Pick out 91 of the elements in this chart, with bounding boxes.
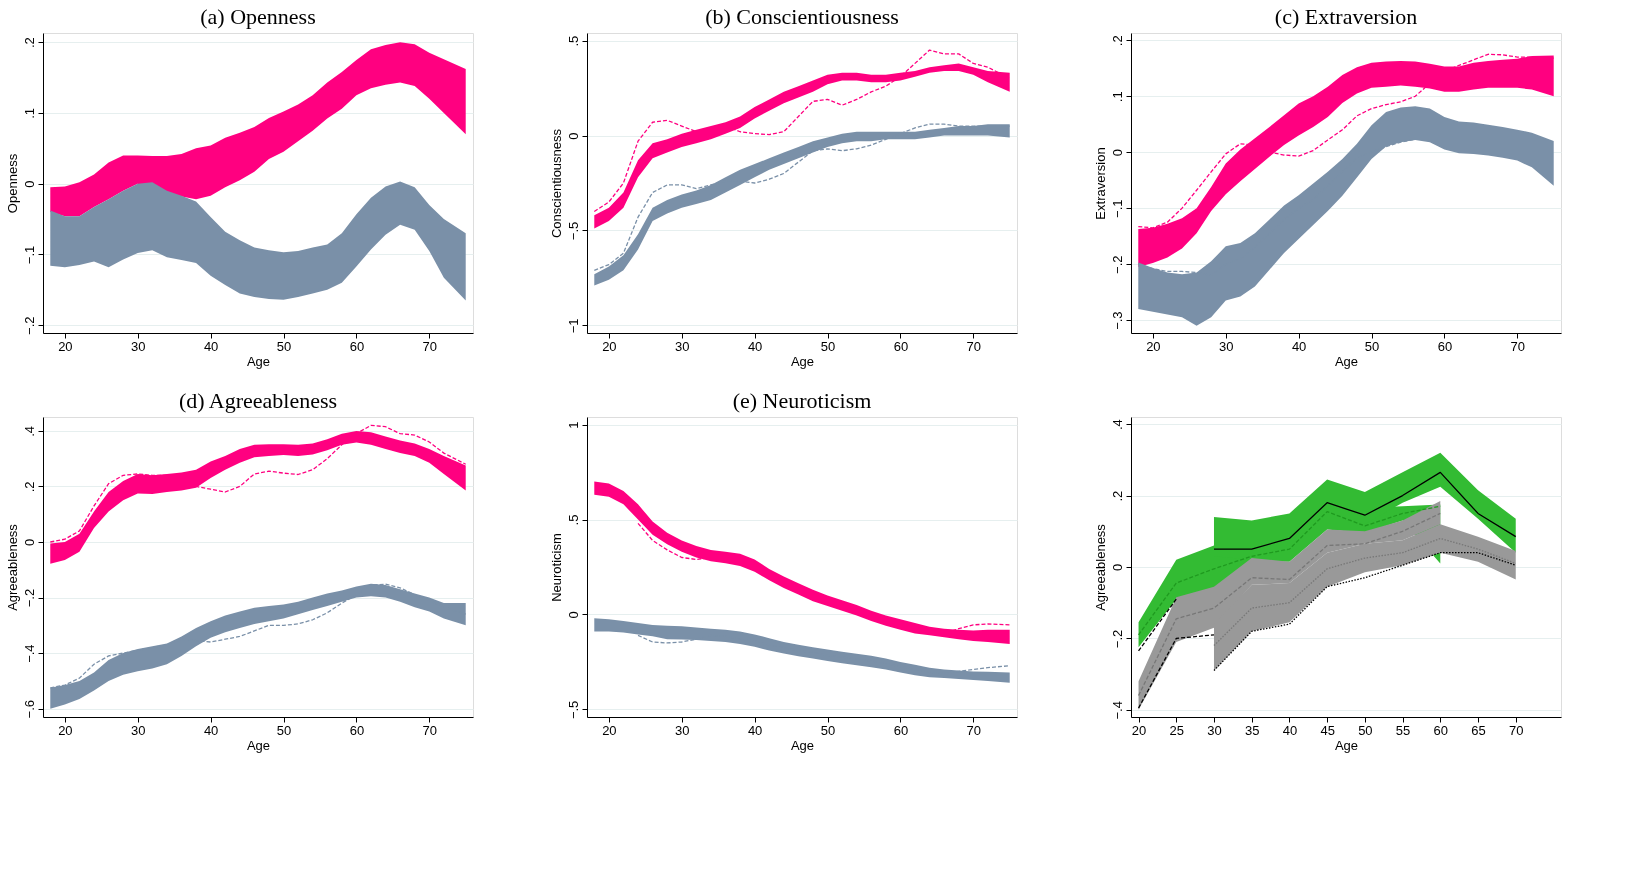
x-tick-label: 60 [893,338,909,354]
y-tick-label: −.4 [1109,701,1125,720]
line-series [1213,537,1517,647]
y-tick-label: .2 [21,481,37,493]
x-tick-label: 40 [203,338,219,354]
y-tick-label: 0 [21,538,37,547]
y-tick-label: −.2 [1109,255,1125,274]
y-tick-label: −.6 [21,699,37,719]
x-axis-title: Age [246,353,271,369]
x-tick-label: 30 [131,338,146,354]
y-tick-label: .4 [21,425,37,437]
chart-title: (d) Agreeableness [178,388,338,413]
x-axis-title: Age [790,737,815,753]
chart-title: (b) Conscientiousness [705,4,899,29]
x-tick-label: 50 [276,722,292,738]
y-tick-label: −.5 [565,221,581,241]
y-axis-title: Agreeableness [4,523,20,611]
x-axis-title: Age [246,737,271,753]
x-tick-label: 70 [1510,338,1526,354]
x-tick-label: 70 [966,338,982,354]
x-axis-title: Age [1334,737,1359,753]
x-tick-label: 40 [1291,338,1307,354]
x-tick-label: 50 [820,722,836,738]
y-tick-label: .4 [1109,419,1125,431]
line-series [1213,471,1517,550]
chart-title: (a) Openness [200,4,316,29]
x-tick-label: 70 [1509,722,1524,738]
x-tick-label: 40 [1282,722,1298,738]
y-axis-title: Conscientiousness [548,128,564,239]
x-tick-label: 30 [1219,338,1234,354]
y-axis-title: Extraversion [1092,147,1108,220]
y-tick-label: −.3 [1109,311,1125,330]
chart-title: (c) Extraversion [1274,4,1418,29]
x-tick-label: 20 [602,722,617,738]
y-tick-label: .2 [1109,35,1125,47]
line-series [1213,552,1517,672]
y-tick-label: −.1 [21,245,37,265]
y-tick-label: 0 [565,611,581,619]
y-tick-label: .5 [565,514,581,526]
y-tick-label: −.5 [565,700,581,720]
y-tick-label: −.2 [1109,629,1125,649]
y-tick-label: −.2 [21,316,37,335]
x-tick-label: 50 [1358,722,1373,738]
y-tick-label: .1 [21,108,37,119]
y-tick-label: −.2 [21,588,37,608]
x-tick-label: 20 [602,338,617,354]
x-tick-label: 65 [1471,722,1486,738]
x-axis-title: Age [790,353,815,369]
x-tick-label: 60 [349,338,365,354]
x-axis-title: Age [1334,353,1359,369]
y-tick-label: 0 [1109,149,1125,157]
y-tick-label: −.4 [21,644,37,663]
y-tick-label: −1 [565,318,581,334]
y-axis-title: Openness [4,153,20,214]
y-tick-label: .2 [1109,490,1125,502]
chart-title: (e) Neuroticism [732,388,872,413]
x-tick-label: 35 [1244,722,1260,738]
x-tick-label: 60 [1437,338,1453,354]
y-axis-title: Neuroticism [548,533,564,602]
x-tick-label: 70 [422,338,438,354]
x-tick-label: 60 [1433,722,1449,738]
y-tick-label: 0 [1109,563,1125,572]
y-tick-label: 1 [565,421,581,429]
x-tick-label: 50 [276,338,292,354]
y-tick-label: .1 [1109,91,1125,103]
y-tick-label: .2 [21,37,37,49]
x-tick-label: 20 [58,338,73,354]
y-tick-label: −.1 [1109,199,1125,218]
x-tick-label: 30 [131,722,146,738]
x-tick-label: 20 [58,722,73,738]
x-tick-label: 70 [966,722,982,738]
x-tick-label: 55 [1395,722,1411,738]
y-tick-label: 0 [565,132,581,140]
x-tick-label: 40 [747,338,763,354]
x-tick-label: 25 [1169,722,1184,738]
x-tick-label: 60 [349,722,365,738]
x-tick-label: 50 [820,338,836,354]
x-tick-label: 30 [1207,722,1222,738]
x-tick-label: 40 [203,722,219,738]
x-tick-label: 30 [675,722,690,738]
y-tick-label: 0 [21,180,37,188]
x-tick-label: 40 [747,722,763,738]
x-tick-label: 70 [422,722,438,738]
x-tick-label: 20 [1131,722,1147,738]
x-tick-label: 30 [675,338,690,354]
x-tick-label: 50 [1364,338,1380,354]
x-tick-label: 45 [1320,722,1335,738]
x-tick-label: 20 [1146,338,1161,354]
x-tick-label: 60 [893,722,909,738]
y-tick-label: .5 [565,35,581,47]
y-axis-title: Agreeableness [1092,523,1108,611]
